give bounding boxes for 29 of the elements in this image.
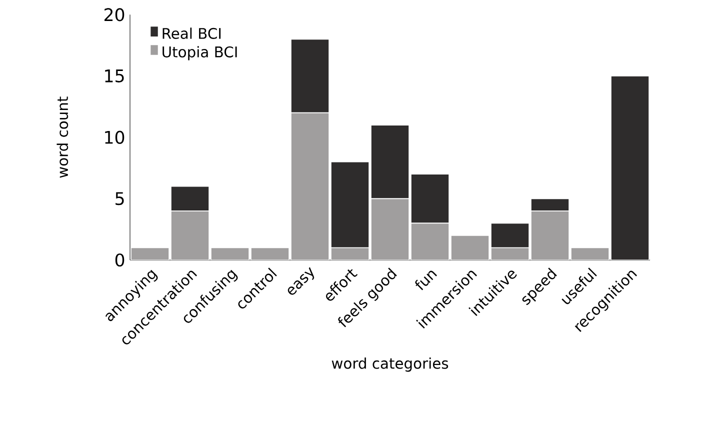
y-tick-label: 5 <box>116 192 124 206</box>
bar <box>251 248 290 260</box>
bar <box>131 248 170 260</box>
y-tick-label: 10 <box>105 130 124 144</box>
bar <box>211 248 250 260</box>
bar <box>170 186 210 212</box>
bar <box>170 210 210 260</box>
bar <box>570 247 610 260</box>
bar <box>410 174 450 224</box>
bar <box>610 76 650 260</box>
legend-label: Real BCI <box>162 28 221 39</box>
bar <box>330 161 370 248</box>
x-axis-title: word categories <box>332 358 448 372</box>
y-tick-label: 20 <box>104 8 124 22</box>
bar <box>290 38 330 114</box>
bar <box>490 222 530 248</box>
bar <box>370 124 410 200</box>
bar <box>370 198 410 260</box>
y-axis-title: word count <box>56 96 68 178</box>
bar <box>491 248 530 260</box>
bar <box>410 222 450 260</box>
bar <box>450 235 490 260</box>
bar <box>331 248 370 260</box>
bar <box>290 112 330 260</box>
legend-label: Utopia BCI <box>162 46 237 60</box>
bar <box>530 198 570 212</box>
bar <box>530 210 570 260</box>
y-tick-label: 0 <box>115 253 124 267</box>
y-tick-label: 15 <box>105 70 124 82</box>
